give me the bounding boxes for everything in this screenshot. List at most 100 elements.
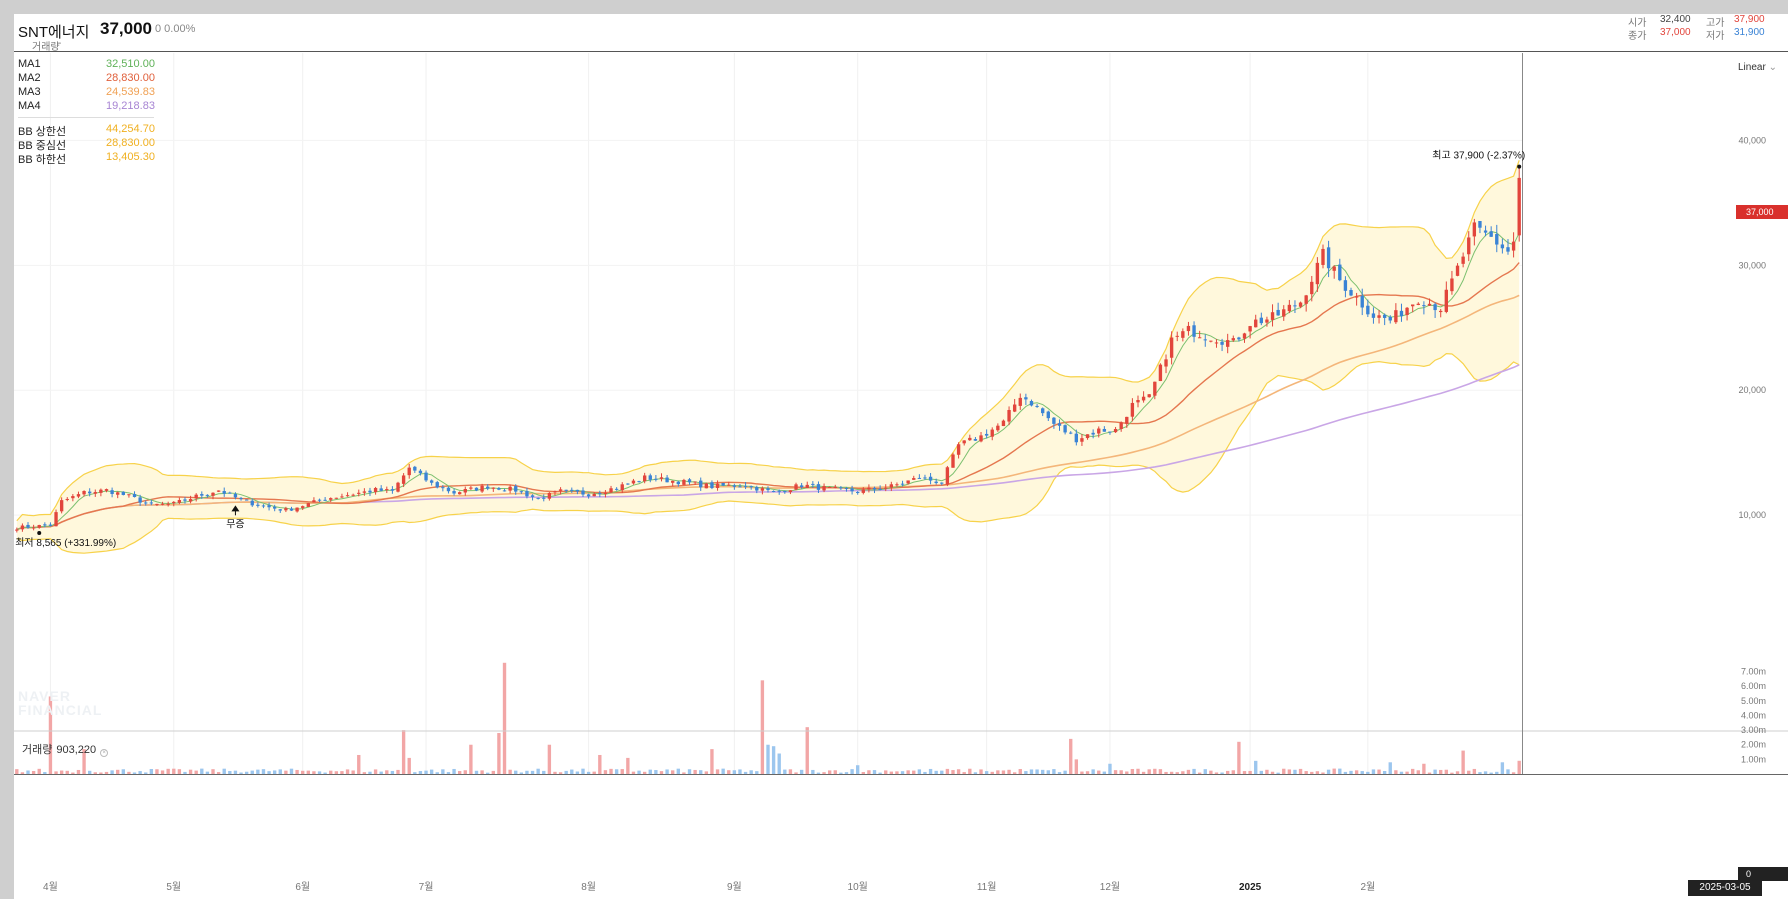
candle <box>334 497 339 499</box>
volume-bar <box>771 746 776 774</box>
volume-bar <box>996 770 1000 774</box>
candle-body <box>228 492 232 494</box>
legend-ma1: MA1 32,510.00 <box>18 58 155 70</box>
volume-bar <box>362 772 367 774</box>
candle-body <box>76 494 81 497</box>
volume-bar <box>1422 763 1426 774</box>
candle-body <box>1276 309 1280 316</box>
close-icon[interactable]: × <box>100 749 109 757</box>
volume-bar <box>755 771 759 774</box>
candle-body <box>222 491 226 494</box>
volume-bar <box>480 770 484 774</box>
last-price-tag: 37,000 <box>1736 205 1788 219</box>
volume-bar <box>1197 772 1202 774</box>
scale-dropdown[interactable]: Linear ⌄ <box>1738 62 1777 73</box>
candle <box>984 429 989 439</box>
candle <box>1069 431 1073 435</box>
candle-body <box>1018 397 1022 406</box>
volume-bar <box>216 772 221 774</box>
volume-bar <box>1433 769 1437 774</box>
candle <box>413 465 417 473</box>
volume-bar <box>149 769 154 774</box>
candle-body <box>54 512 58 527</box>
candle <box>183 497 187 504</box>
current-price: 37,000 <box>100 19 152 38</box>
volume-bar <box>1091 769 1095 774</box>
candle <box>110 487 114 498</box>
candle <box>519 490 524 494</box>
candle-body <box>783 491 787 493</box>
candle-body <box>1405 307 1409 315</box>
volume-bar <box>351 770 355 774</box>
candle <box>934 478 938 485</box>
volume-bar <box>1500 762 1505 774</box>
chart-canvas[interactable]: 10,000 20,000 30,000 40,000 1.00m 2.00m 3.00m 4… <box>14 14 1788 899</box>
candle <box>1209 340 1213 343</box>
candle-body <box>794 484 798 490</box>
candle-body <box>816 484 821 490</box>
volume-bar <box>1349 770 1353 774</box>
candle-body <box>351 494 355 496</box>
candle-body <box>1282 309 1286 317</box>
volume-bar <box>469 744 473 774</box>
volume-bar <box>93 772 97 774</box>
candle-body <box>659 477 664 479</box>
volume-bar <box>183 771 187 774</box>
volume-bar <box>558 772 563 774</box>
volume-bar <box>979 769 983 774</box>
candle-body <box>480 485 484 492</box>
candle-body <box>631 480 636 484</box>
volume-bar <box>491 770 495 774</box>
candle <box>1338 258 1342 282</box>
candle <box>301 505 305 511</box>
candle-body <box>878 488 882 490</box>
candle <box>603 490 608 498</box>
high-label: 고가 <box>1706 18 1725 29</box>
volume-panel-value: 903,220 <box>56 744 97 756</box>
volume-bar <box>65 770 69 774</box>
candle-body <box>166 503 170 505</box>
candle <box>1276 302 1280 316</box>
candle-body <box>390 489 395 491</box>
candle-body <box>216 490 221 492</box>
candle-body <box>250 500 254 506</box>
candle <box>463 486 467 496</box>
volume-bar <box>1366 771 1370 774</box>
candle <box>1282 305 1286 321</box>
candle <box>525 487 529 499</box>
candle <box>609 485 613 494</box>
volume-bar <box>581 768 585 774</box>
candle-body <box>59 500 64 512</box>
candle <box>43 522 47 528</box>
volume-bar <box>603 770 608 774</box>
chevron-down-icon: ⌄ <box>1768 62 1777 73</box>
candle <box>990 427 994 441</box>
candle <box>71 494 75 502</box>
candle <box>1041 407 1045 417</box>
candle <box>250 498 254 507</box>
candle <box>738 483 742 488</box>
volume-axis-label: 7.00m <box>1741 667 1766 677</box>
candle <box>1455 263 1460 277</box>
candle-body <box>906 480 910 484</box>
candle-body <box>1035 405 1039 407</box>
candle <box>1007 406 1011 426</box>
candle-body <box>827 486 832 488</box>
candle-body <box>1439 310 1443 313</box>
volume-bar <box>211 769 215 774</box>
x-axis-label: 6월 <box>295 881 310 893</box>
candle-body <box>1029 400 1034 406</box>
volume-bar <box>805 727 809 774</box>
candle <box>1394 303 1398 324</box>
candle <box>104 488 109 493</box>
candle-body <box>1080 438 1084 442</box>
volume-bar <box>816 772 821 774</box>
candle <box>1433 302 1437 318</box>
candle <box>743 482 748 490</box>
candle <box>1343 276 1348 298</box>
volume-bar <box>194 770 198 774</box>
candle-body <box>357 492 361 494</box>
candle-body <box>1293 305 1297 307</box>
volume-bar <box>1427 772 1432 774</box>
candle <box>906 480 910 485</box>
